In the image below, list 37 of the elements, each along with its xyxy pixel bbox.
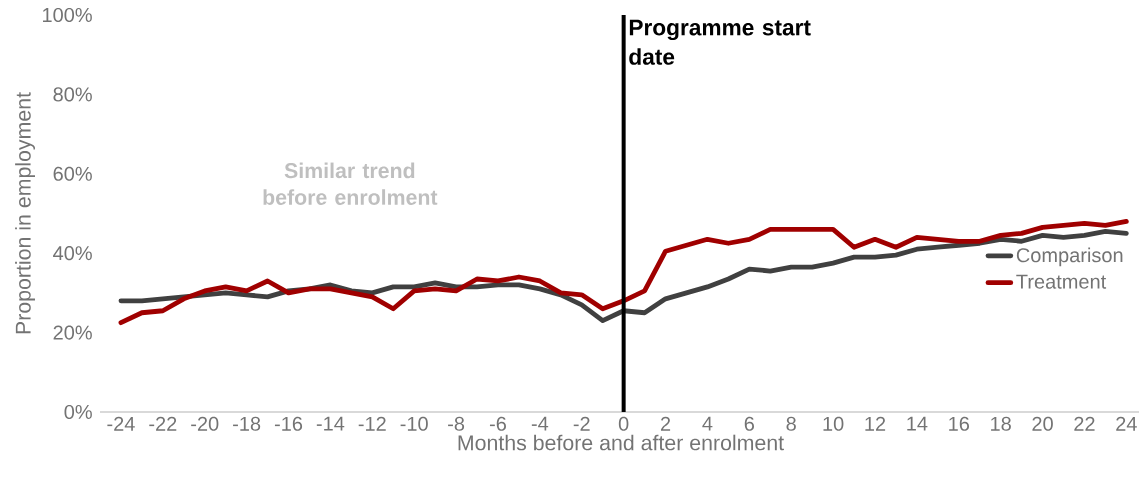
legend-label: Treatment (1016, 274, 1107, 289)
x-tick-label: 16 (949, 416, 970, 431)
x-tick-label: 12 (865, 416, 886, 431)
x-axis-title: Months before and after enrolment (458, 434, 784, 451)
x-tick-label: -14 (316, 416, 345, 431)
x-tick-label: -24 (107, 416, 135, 431)
x-tick-label: -6 (489, 416, 506, 431)
y-tick-label: 20% (53, 325, 92, 340)
y-tick-label: 100% (43, 7, 92, 23)
x-tick-label: -18 (233, 416, 261, 431)
x-tick-label: 4 (702, 416, 713, 431)
legend-label: Comparison (1016, 247, 1123, 267)
x-tick-label: -8 (448, 416, 465, 431)
y-tick-label: 0% (64, 404, 92, 420)
x-tick-label: 8 (786, 416, 796, 431)
y-axis-title: Proportion in employment (15, 92, 35, 334)
x-tick-label: -2 (573, 416, 590, 431)
x-tick-label: -20 (191, 416, 219, 431)
x-tick-label: 18 (991, 416, 1011, 431)
ref-line-label: Programme start date (629, 19, 811, 65)
y-tick-label: 80% (53, 87, 92, 102)
x-tick-label: -12 (358, 416, 386, 431)
x-tick-label: -4 (531, 416, 549, 431)
x-tick-label: 0 (618, 416, 629, 431)
x-tick-label: -16 (274, 416, 303, 431)
x-tick-label: 22 (1074, 416, 1095, 431)
y-tick-label: 40% (53, 246, 92, 261)
x-tick-label: 6 (744, 416, 754, 431)
x-tick-label: 10 (823, 416, 844, 431)
x-tick-label: -10 (400, 416, 428, 431)
annotation: Similar trend before enrolment (263, 162, 438, 205)
x-tick-label: 2 (660, 416, 671, 431)
y-tick-label: 60% (53, 166, 92, 181)
x-tick-label: -22 (149, 416, 177, 431)
x-tick-label: 14 (907, 416, 928, 431)
x-tick-label: 24 (1116, 416, 1137, 431)
x-tick-label: 20 (1032, 416, 1053, 431)
